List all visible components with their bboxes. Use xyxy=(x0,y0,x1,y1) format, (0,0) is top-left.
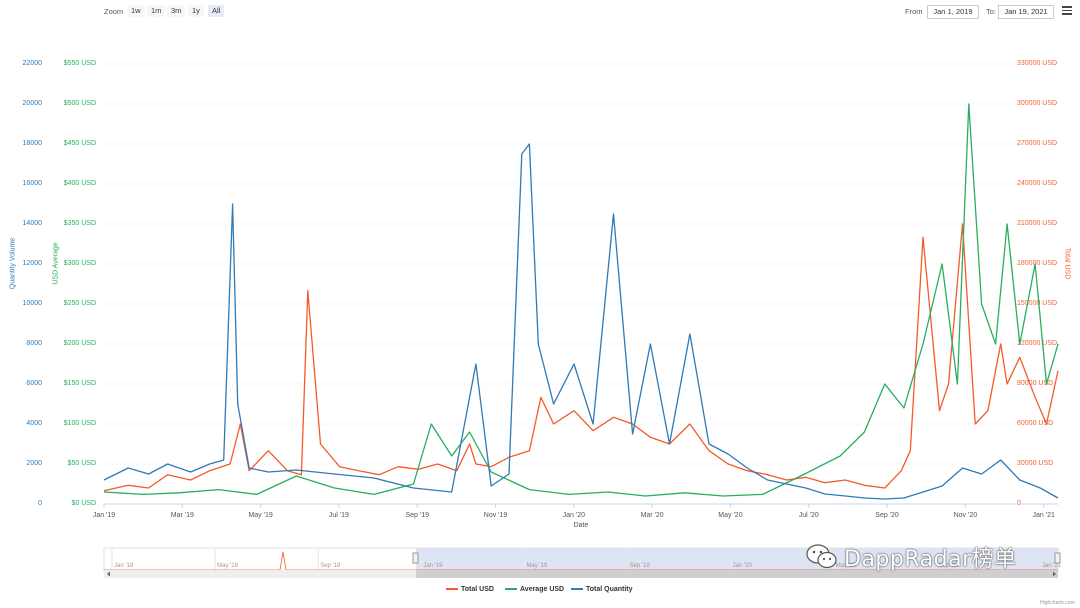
x-axis-tick: Sep '20 xyxy=(875,512,899,519)
x-axis-tick: Mar '20 xyxy=(640,512,664,519)
total-axis-tick: 300000 USD xyxy=(1017,100,1058,107)
average-axis-tick: $200 USD xyxy=(63,340,96,347)
quantity-axis-tick: 4000 xyxy=(26,420,42,427)
navigator-tick-label: May '18 xyxy=(217,563,238,569)
quantity-axis-tick: 0 xyxy=(38,500,42,507)
average-axis-tick: $100 USD xyxy=(63,420,96,427)
navigator-tick-label: Jan '20 xyxy=(733,563,753,569)
from-date-input[interactable]: Jan 1, 2019 xyxy=(927,5,979,19)
gridlines xyxy=(103,63,1058,508)
total-axis-tick: 180000 USD xyxy=(1017,260,1058,267)
x-axis-tick: Nov '20 xyxy=(953,512,978,519)
hamburger-menu-icon[interactable] xyxy=(1062,6,1072,15)
quantity-axis-tick: 8000 xyxy=(26,340,42,347)
x-axis-tick: May '19 xyxy=(248,512,273,519)
average-axis-tick: $250 USD xyxy=(63,300,96,307)
quantity-axis-tick: 2000 xyxy=(26,460,42,467)
legend-item-average-usd[interactable]: Average USD xyxy=(505,586,564,593)
zoom-1w-button[interactable]: 1w xyxy=(127,5,145,17)
navigator-labels: Jan '18 May '18 Sep '18 Jan '19 May '19 Sep '… xyxy=(111,548,1062,570)
zoom-1m-button[interactable]: 1m xyxy=(147,5,166,17)
x-axis-tick: Sep '19 xyxy=(405,512,429,519)
quantity-axis-tick: 6000 xyxy=(26,380,42,387)
x-axis-tick: Jan '19 xyxy=(92,512,116,519)
total-axis-tick: 120000 USD xyxy=(1017,340,1058,347)
legend-item-total-usd[interactable]: Total USD xyxy=(446,586,494,593)
series-line-total-quantity xyxy=(103,143,1059,500)
navigator-tick-label: May '20 xyxy=(836,563,857,569)
quantity-axis-tick: 14000 xyxy=(22,220,42,227)
average-axis-tick: $500 USD xyxy=(63,100,96,107)
zoom-label: Zoom xyxy=(104,7,124,16)
main-chart[interactable] xyxy=(0,0,1080,540)
average-axis-tick: $550 USD xyxy=(63,60,96,67)
total-axis-tick: 60000 USD xyxy=(1017,420,1054,427)
x-axis-tick: Jul '20 xyxy=(798,512,819,519)
average-axis-tick: $150 USD xyxy=(63,380,96,387)
to-date-input[interactable]: Jan 19, 2021 xyxy=(998,5,1054,19)
navigator-selection xyxy=(416,548,1058,570)
series-layer xyxy=(103,103,1059,500)
navigator-scrollbar-thumb xyxy=(416,570,1058,578)
legend-item-total-quantity[interactable]: Total Quantity xyxy=(571,586,633,593)
navigator-tick-label: Sep '20 xyxy=(939,563,960,569)
watermark: DappRadar榜单 xyxy=(806,540,1017,574)
navigator-tick-label: Sep '19 xyxy=(630,563,651,569)
total-axis-tick: 330000 USD xyxy=(1017,60,1058,67)
quantity-axis-tick: 10000 xyxy=(22,300,42,307)
chart-credits: Highcharts.com xyxy=(1040,600,1075,606)
zoom-1y-button[interactable]: 1y xyxy=(188,5,204,17)
chart-toolbar: Zoom 1w 1m 3m 1y All From Jan 1, 2019 To… xyxy=(0,0,1080,24)
from-label: From xyxy=(905,7,923,16)
total-axis-tick: 150000 USD xyxy=(1017,300,1058,307)
series-line-total-usd xyxy=(103,223,1059,492)
navigator-tick-label: May '19 xyxy=(526,563,547,569)
navigator-tick-label: Jan '19 xyxy=(423,563,443,569)
navigator[interactable]: Jan '18 May '18 Sep '18 Jan '19 May '19 Sep '… xyxy=(0,540,1080,580)
x-axis-tick: Mar '19 xyxy=(170,512,194,519)
total-axis-tick: 90000 USD xyxy=(1017,380,1054,387)
x-axis-tick: Jan '21 xyxy=(1032,512,1055,519)
chart-legend: Total USD Average USD Total Quantity xyxy=(0,586,1080,598)
average-axis-tick: $450 USD xyxy=(63,140,96,147)
average-axis-tick: $0 USD xyxy=(71,500,96,507)
quantity-axis-tick: 20000 xyxy=(22,100,42,107)
zoom-all-button[interactable]: All xyxy=(208,5,225,17)
wechat-logo-icon xyxy=(806,544,837,569)
x-axis-title: Date xyxy=(573,522,589,529)
to-label: To: xyxy=(986,7,997,16)
scroll-left-arrow-icon xyxy=(107,571,110,577)
x-axis-tick: Jul '19 xyxy=(328,512,349,519)
quantity-axis-tick: 22000 xyxy=(22,60,42,67)
x-axis-tick: Nov '19 xyxy=(483,512,508,519)
total-axis-tick: 30000 USD xyxy=(1017,460,1054,467)
quantity-axis-tick: 16000 xyxy=(22,180,42,187)
navigator-handle-left xyxy=(412,552,419,564)
x-axis-tick: May '20 xyxy=(718,512,743,519)
scroll-right-arrow-icon xyxy=(1053,571,1056,577)
average-axis-tick: $350 USD xyxy=(63,220,96,227)
total-axis-tick: 270000 USD xyxy=(1017,140,1058,147)
average-axis-tick: $50 USD xyxy=(67,460,96,467)
x-axis-tick: Jan '20 xyxy=(562,512,586,519)
navigator-tick-label: Sep '18 xyxy=(320,563,341,569)
total-axis-tick: 240000 USD xyxy=(1017,180,1058,187)
zoom-3m-button[interactable]: 3m xyxy=(167,5,186,17)
total-axis-tick: 210000 USD xyxy=(1017,220,1058,227)
navigator-tick-label: Jan '21 xyxy=(1042,563,1062,569)
quantity-axis-tick: 18000 xyxy=(22,140,42,147)
navigator-tick-label: Jan '18 xyxy=(114,563,134,569)
average-axis-tick: $300 USD xyxy=(63,260,96,267)
average-axis-tick: $400 USD xyxy=(63,180,96,187)
quantity-axis-tick: 12000 xyxy=(22,260,42,267)
navigator-handle-right xyxy=(1054,552,1061,564)
watermark-text: DappRadar榜单 xyxy=(844,547,1017,572)
series-line-average-usd xyxy=(103,103,1059,497)
